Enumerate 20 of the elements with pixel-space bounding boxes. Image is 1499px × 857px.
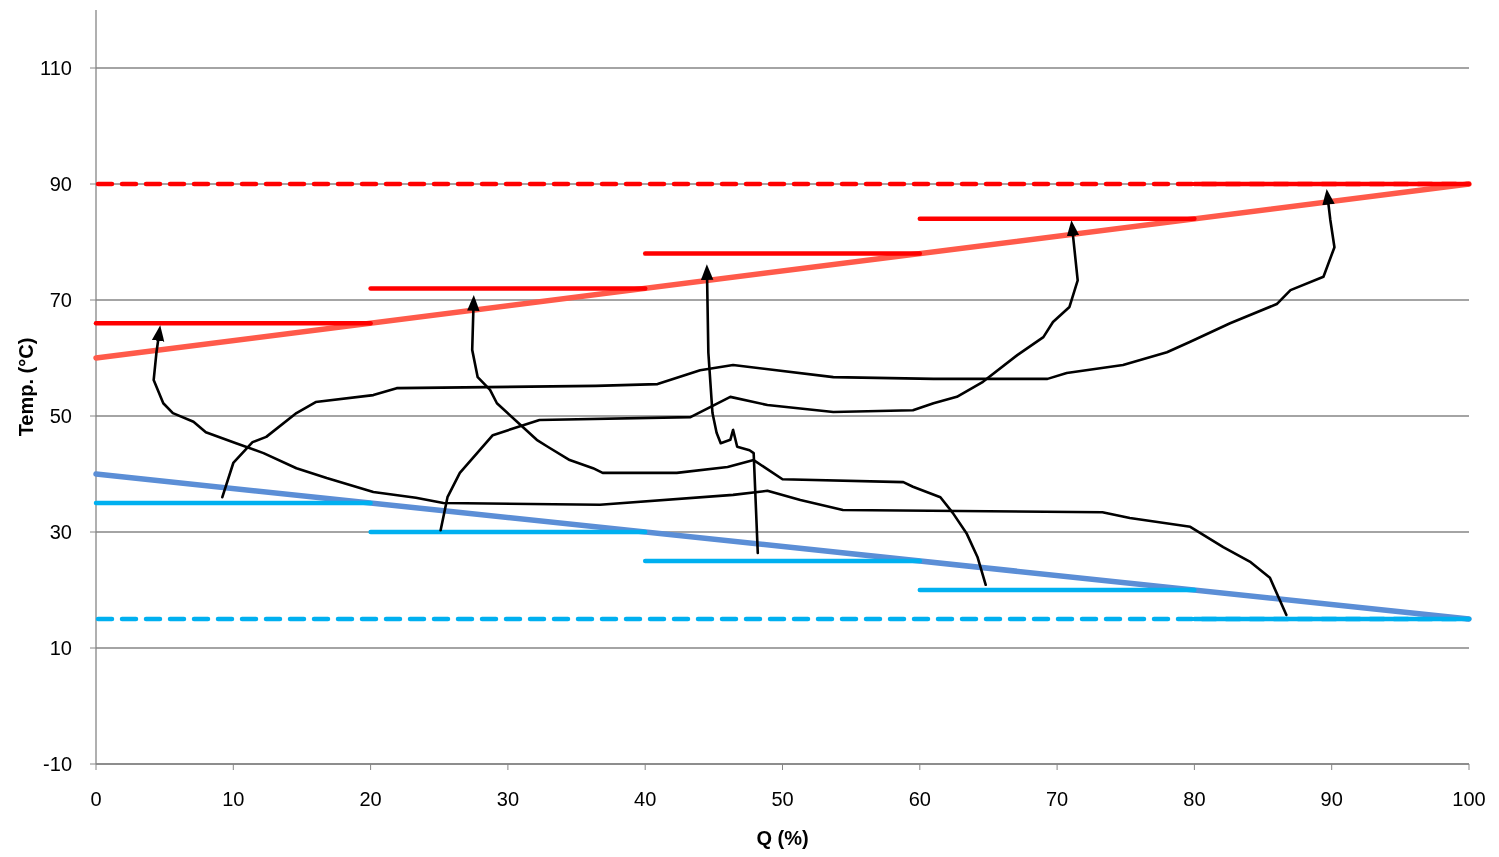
- x-tick-label: 80: [1183, 788, 1206, 810]
- x-tick-label: 10: [222, 788, 245, 810]
- x-tick-label: 20: [359, 788, 382, 810]
- x-tick-label: 0: [90, 788, 102, 810]
- y-tick-label: 110: [40, 57, 72, 79]
- y-tick-label: 70: [49, 289, 72, 311]
- y-tick-label: 90: [49, 173, 72, 195]
- x-tick-label: 70: [1045, 788, 1069, 810]
- y-tick-label: 30: [49, 521, 72, 543]
- x-tick-label: 40: [634, 788, 657, 810]
- x-tick-label: 30: [496, 788, 520, 810]
- x-tick-label: 100: [1452, 788, 1486, 810]
- x-axis-title: Q (%): [756, 827, 809, 849]
- y-tick-label: 50: [49, 405, 72, 427]
- x-tick-label: 60: [908, 788, 931, 810]
- x-tick-label: 90: [1320, 788, 1343, 810]
- x-tick-label: 50: [771, 788, 794, 810]
- y-tick-label: 10: [49, 637, 72, 659]
- y-tick-label: -10: [43, 753, 72, 775]
- y-axis-title: Temp. (°C): [15, 337, 37, 437]
